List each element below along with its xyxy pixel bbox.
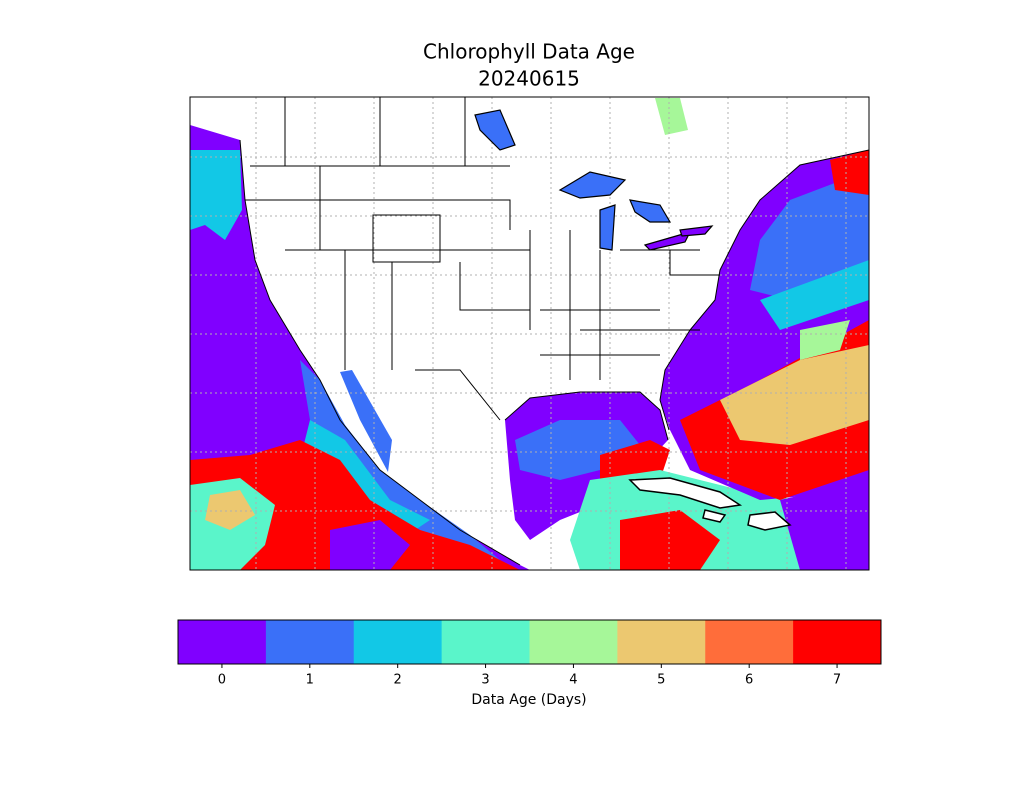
- lake: [599, 204, 616, 251]
- colorbar-tick-label: 7: [833, 673, 841, 688]
- ocean-region: [340, 370, 392, 472]
- colorbar-frame: [177, 619, 882, 665]
- map-frame: [189, 96, 870, 571]
- colorbar-swatch: [353, 620, 443, 664]
- ocean-region: [720, 345, 869, 445]
- ocean-region: [330, 520, 410, 570]
- lake: [643, 231, 692, 251]
- island: [628, 477, 743, 509]
- colorbar-swatch: [705, 620, 794, 664]
- island: [702, 509, 727, 523]
- colorbar-tick-label: 0: [218, 673, 226, 688]
- colorbar: 0 1 2 3 4 5 6 7: [178, 620, 882, 688]
- ocean-region: [800, 320, 850, 360]
- colorbar-swatch: [178, 620, 267, 664]
- colorbar-tick-label: 3: [481, 673, 489, 688]
- colorbar-tick-label: 4: [569, 673, 577, 688]
- island: [747, 511, 792, 531]
- ocean-region: [190, 440, 520, 570]
- colorbar-tick-label: 2: [394, 673, 402, 688]
- ocean-region: [780, 480, 869, 570]
- colorbar-tick-label: 1: [306, 673, 314, 688]
- colorbar-tick-label: 5: [657, 673, 665, 688]
- colorbar-swatch: [529, 620, 618, 664]
- colorbar-swatch: [617, 620, 706, 664]
- ocean-region: [515, 420, 640, 480]
- coastline: [239, 139, 869, 566]
- colorbar-swatch: [793, 620, 882, 664]
- title: Chlorophyll Data Age: [423, 40, 635, 64]
- lake: [679, 225, 714, 237]
- colorbar-swatch: [441, 620, 530, 664]
- ocean-region: [620, 510, 720, 570]
- ocean-region: [750, 170, 869, 300]
- ocean-region: [300, 420, 430, 540]
- state-borders: [245, 97, 720, 421]
- ocean-region: [190, 150, 242, 240]
- lake: [629, 199, 672, 223]
- lake: [558, 171, 627, 199]
- lake: [474, 109, 516, 151]
- subtitle: 20240615: [478, 67, 580, 91]
- colorbar-swatch: [265, 620, 355, 664]
- ocean-region: [830, 150, 869, 195]
- map: [189, 96, 870, 571]
- ocean-region: [655, 98, 688, 135]
- ocean-region: [205, 490, 255, 530]
- graticule: [190, 97, 869, 570]
- colorbar-tick-label: 6: [745, 673, 753, 688]
- colorbar-label: Data Age (Days): [471, 692, 586, 708]
